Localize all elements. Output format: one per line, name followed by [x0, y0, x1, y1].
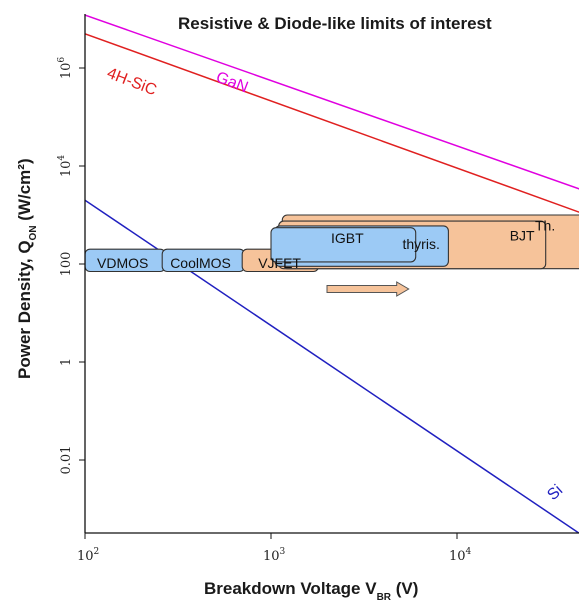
arrow	[326, 281, 410, 297]
device-label-4: BJT	[510, 227, 535, 243]
device-label-3: Th.	[535, 218, 555, 234]
y-tick-label-3: 104	[57, 155, 74, 178]
device-label-6: IGBT	[331, 230, 364, 246]
y-tick-exp-3: 4	[57, 155, 67, 161]
y-tick-base-4: 10	[59, 63, 74, 80]
x-tick-label-1: 103	[263, 547, 286, 564]
series-line-0	[85, 14, 579, 190]
device-label-2: VJFET	[258, 255, 301, 271]
y-tick-label-2: 100	[59, 252, 74, 277]
series-labels: GaN 4H-SiC Si	[105, 65, 567, 504]
y-tick-exp-4: 6	[57, 57, 67, 63]
arrow-shape	[326, 281, 410, 297]
device-box-6	[270, 227, 417, 263]
device-label-0: VDMOS	[97, 255, 148, 271]
series-label-1: 4H-SiC	[105, 65, 159, 99]
x-tick-label-0: 102	[77, 547, 99, 564]
x-tick-base-2: 10	[449, 549, 466, 564]
y-tick-label-1: 1	[59, 358, 74, 366]
x-ticks: 102 103 104	[77, 533, 472, 564]
x-tick-exp-0: 2	[94, 547, 100, 557]
series-label-2: Si	[544, 482, 566, 504]
y-axis-label: Power Density, QON (W/cm²)	[15, 158, 39, 379]
y-tick-label-0: 0.01	[59, 446, 74, 475]
series-label-0: GaN	[214, 69, 251, 97]
x-tick-exp-2: 4	[466, 547, 472, 557]
y-tick-base-3: 10	[59, 161, 74, 178]
device-label-5: thyris.	[403, 236, 440, 252]
x-tick-base-1: 10	[263, 549, 280, 564]
x-tick-label-2: 104	[449, 547, 472, 564]
series-lines	[85, 14, 579, 533]
x-axis-label: Breakdown Voltage VBR (V)	[204, 579, 418, 603]
x-tick-exp-1: 3	[280, 547, 286, 557]
device-boxes: VDMOS CoolMOS VJFET Th.BJT thyris. IGBT	[85, 214, 579, 273]
x-tick-base-0: 10	[77, 549, 94, 564]
device-label-1: CoolMOS	[170, 255, 231, 271]
y-tick-label-4: 106	[57, 57, 74, 80]
chart-title: Resistive & Diode-like limits of interes…	[178, 14, 492, 33]
series-line-1	[85, 33, 579, 213]
